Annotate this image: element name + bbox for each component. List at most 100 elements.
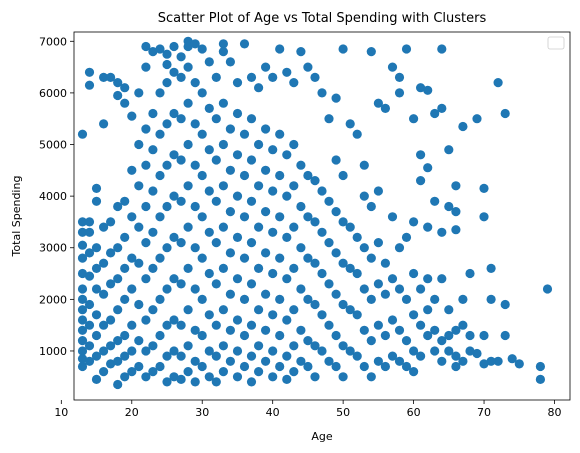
- data-point: [77, 325, 88, 335]
- data-point: [465, 330, 475, 341]
- data-point: [99, 346, 109, 356]
- data-point: [268, 186, 278, 196]
- data-point: [387, 212, 398, 222]
- data-point: [338, 258, 348, 268]
- data-point: [324, 114, 334, 124]
- data-point: [211, 114, 221, 124]
- data-point: [409, 268, 419, 279]
- data-point: [218, 47, 228, 57]
- data-point: [380, 330, 390, 341]
- data-point: [451, 351, 461, 361]
- data-point: [218, 139, 228, 150]
- data-point: [127, 111, 137, 121]
- data-point: [416, 176, 426, 186]
- data-point: [232, 372, 243, 382]
- data-point: [289, 181, 299, 191]
- data-point: [113, 305, 123, 315]
- data-point: [289, 341, 299, 351]
- data-point: [91, 263, 102, 273]
- data-point: [232, 232, 243, 242]
- data-point: [113, 78, 123, 88]
- data-point: [338, 341, 348, 351]
- data-point: [246, 238, 257, 248]
- data-point: [148, 305, 158, 315]
- data-point: [155, 212, 165, 222]
- data-point: [451, 225, 461, 235]
- data-point: [162, 59, 172, 70]
- data-point: [155, 253, 165, 263]
- data-point: [120, 98, 130, 108]
- data-point: [141, 274, 151, 284]
- data-point: [345, 305, 355, 315]
- data-point: [176, 279, 186, 289]
- data-point: [155, 44, 165, 54]
- data-point: [310, 72, 320, 82]
- data-point: [113, 243, 123, 253]
- data-point: [444, 201, 454, 212]
- data-point: [261, 356, 271, 366]
- data-point: [268, 145, 278, 155]
- data-point: [493, 356, 503, 366]
- data-point: [84, 248, 95, 258]
- data-point: [444, 305, 454, 315]
- data-point: [232, 108, 243, 119]
- data-point: [296, 325, 306, 335]
- data-point: [77, 253, 88, 263]
- data-point: [176, 72, 186, 82]
- data-point: [190, 243, 200, 253]
- data-point: [254, 305, 264, 315]
- data-point: [289, 263, 299, 273]
- data-point: [416, 320, 426, 330]
- data-point: [310, 299, 320, 310]
- data-point: [246, 377, 257, 387]
- data-point: [394, 325, 405, 335]
- data-point: [458, 356, 468, 366]
- data-point: [225, 325, 235, 335]
- data-point: [155, 170, 165, 181]
- data-point: [99, 222, 109, 232]
- data-point: [394, 356, 405, 366]
- data-point: [282, 150, 292, 160]
- data-point: [169, 232, 179, 242]
- data-point: [120, 196, 130, 206]
- data-point: [465, 346, 475, 356]
- data-point: [232, 78, 243, 88]
- data-point: [127, 284, 137, 294]
- data-point: [542, 284, 553, 294]
- data-point: [134, 88, 144, 98]
- data-point: [141, 201, 151, 212]
- data-point: [282, 374, 292, 384]
- data-point: [394, 243, 405, 253]
- data-point: [423, 85, 433, 95]
- plot-frame: [73, 31, 571, 401]
- data-point: [401, 294, 412, 304]
- data-point: [232, 191, 243, 201]
- data-point: [127, 253, 137, 263]
- data-point: [317, 346, 327, 356]
- data-point: [232, 346, 243, 356]
- data-point: [232, 315, 243, 325]
- data-point: [444, 330, 454, 341]
- data-point: [373, 238, 383, 248]
- data-point: [113, 274, 123, 284]
- data-point: [416, 351, 426, 361]
- data-point: [246, 279, 257, 289]
- data-point: [261, 325, 271, 335]
- data-point: [246, 351, 257, 361]
- data-point: [331, 155, 341, 165]
- data-point: [99, 289, 109, 299]
- data-point: [373, 356, 383, 366]
- data-point: [394, 88, 405, 98]
- data-point: [134, 361, 144, 372]
- data-point: [359, 325, 369, 335]
- data-point: [416, 83, 426, 93]
- data-point: [423, 274, 433, 284]
- data-point: [218, 341, 228, 351]
- data-point: [197, 212, 207, 222]
- data-point: [77, 129, 88, 139]
- data-point: [169, 108, 179, 119]
- data-point: [535, 374, 546, 384]
- data-point: [437, 103, 447, 113]
- data-point: [359, 191, 369, 201]
- data-point: [211, 155, 221, 165]
